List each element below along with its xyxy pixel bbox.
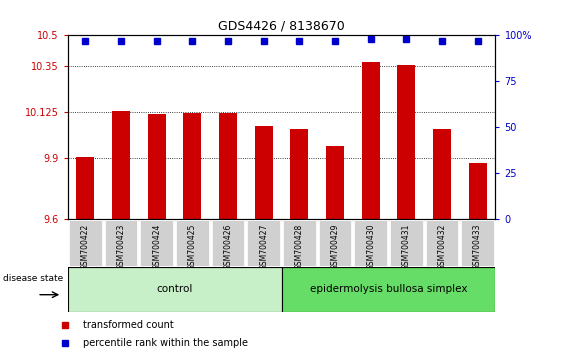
Text: GSM700432: GSM700432 bbox=[437, 223, 446, 270]
Bar bbox=[69, 221, 102, 266]
Text: GSM700430: GSM700430 bbox=[366, 223, 375, 270]
Text: epidermolysis bullosa simplex: epidermolysis bullosa simplex bbox=[310, 284, 467, 295]
Text: disease state: disease state bbox=[3, 274, 64, 283]
Bar bbox=[291, 130, 309, 219]
Text: GSM700422: GSM700422 bbox=[81, 223, 90, 269]
Bar bbox=[77, 157, 95, 219]
Bar bbox=[354, 221, 387, 266]
Bar bbox=[148, 114, 166, 219]
Bar bbox=[468, 163, 486, 219]
Bar bbox=[112, 111, 130, 219]
Text: GSM700427: GSM700427 bbox=[259, 223, 268, 270]
Bar bbox=[283, 221, 316, 266]
Text: GSM700429: GSM700429 bbox=[330, 223, 339, 270]
Text: GSM700426: GSM700426 bbox=[224, 223, 233, 270]
Bar bbox=[433, 130, 451, 219]
Text: GSM700433: GSM700433 bbox=[473, 223, 482, 270]
Bar bbox=[282, 267, 495, 312]
Bar bbox=[361, 62, 379, 219]
Bar bbox=[68, 267, 282, 312]
Bar bbox=[212, 221, 244, 266]
Text: GSM700423: GSM700423 bbox=[117, 223, 126, 270]
Text: transformed count: transformed count bbox=[83, 320, 174, 330]
Text: GSM700428: GSM700428 bbox=[295, 223, 304, 269]
Text: control: control bbox=[157, 284, 193, 295]
Title: GDS4426 / 8138670: GDS4426 / 8138670 bbox=[218, 20, 345, 33]
Bar bbox=[254, 126, 272, 219]
Bar bbox=[105, 221, 137, 266]
Bar bbox=[319, 221, 351, 266]
Bar bbox=[219, 113, 237, 219]
Bar bbox=[140, 221, 173, 266]
Bar bbox=[184, 113, 202, 219]
Bar bbox=[176, 221, 209, 266]
Bar bbox=[326, 146, 344, 219]
Text: GSM700424: GSM700424 bbox=[152, 223, 161, 270]
Bar bbox=[390, 221, 423, 266]
Text: GSM700425: GSM700425 bbox=[188, 223, 197, 270]
Text: GSM700431: GSM700431 bbox=[402, 223, 411, 270]
Bar bbox=[397, 65, 415, 219]
Text: percentile rank within the sample: percentile rank within the sample bbox=[83, 338, 248, 348]
Bar bbox=[247, 221, 280, 266]
Bar bbox=[426, 221, 458, 266]
Bar bbox=[461, 221, 494, 266]
